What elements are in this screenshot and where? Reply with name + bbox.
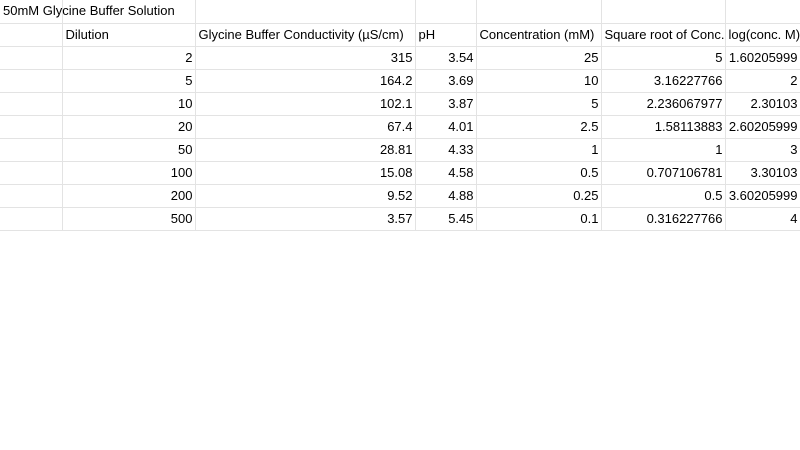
cell-g1[interactable] <box>725 0 800 24</box>
cell-c1[interactable] <box>195 0 416 24</box>
cell-dilution[interactable]: 500 <box>62 207 196 231</box>
cell-conductivity[interactable]: 67.4 <box>195 115 416 139</box>
header-cell-conductivity[interactable]: Glycine Buffer Conductivity (µS/cm) <box>195 23 416 47</box>
cell-a[interactable] <box>0 46 63 70</box>
cell-concentration[interactable]: 0.25 <box>476 184 602 208</box>
cell-dilution[interactable]: 5 <box>62 69 196 93</box>
table-row: 20 67.4 4.01 2.5 1.58113883 2.60205999 <box>0 115 800 139</box>
cell-conductivity[interactable]: 102.1 <box>195 92 416 116</box>
cell-log-conc[interactable]: 3.60205999 <box>725 184 800 208</box>
cell-sqrt-conc[interactable]: 0.707106781 <box>601 161 726 185</box>
header-cell-ph[interactable]: pH <box>415 23 477 47</box>
header-cell-a[interactable] <box>0 23 63 47</box>
cell-conductivity[interactable]: 315 <box>195 46 416 70</box>
cell-b1[interactable] <box>62 0 196 24</box>
header-cell-log-conc[interactable]: log(conc. M) <box>725 23 800 47</box>
sheet-title: 50mM Glycine Buffer Solution <box>3 3 175 18</box>
cell-dilution[interactable]: 20 <box>62 115 196 139</box>
cell-f1[interactable] <box>601 0 726 24</box>
cell-concentration[interactable]: 5 <box>476 92 602 116</box>
cell-conductivity[interactable]: 164.2 <box>195 69 416 93</box>
cell-sqrt-conc[interactable]: 0.5 <box>601 184 726 208</box>
cell-log-conc[interactable]: 3 <box>725 138 800 162</box>
cell-sqrt-conc[interactable]: 0.316227766 <box>601 207 726 231</box>
cell-concentration[interactable]: 2.5 <box>476 115 602 139</box>
cell-sqrt-conc[interactable]: 5 <box>601 46 726 70</box>
table-row: 500 3.57 5.45 0.1 0.316227766 4 <box>0 207 800 231</box>
header-cell-dilution[interactable]: Dilution <box>62 23 196 47</box>
title-row: 50mM Glycine Buffer Solution <box>0 0 800 24</box>
cell-log-conc[interactable]: 2.30103 <box>725 92 800 116</box>
data-table: 50mM Glycine Buffer Solution Dilution Gl… <box>0 0 800 231</box>
cell-sqrt-conc[interactable]: 2.236067977 <box>601 92 726 116</box>
cell-a[interactable] <box>0 161 63 185</box>
cell-dilution[interactable]: 200 <box>62 184 196 208</box>
cell-log-conc[interactable]: 4 <box>725 207 800 231</box>
cell-a[interactable] <box>0 92 63 116</box>
cell-ph[interactable]: 4.58 <box>415 161 477 185</box>
header-row: Dilution Glycine Buffer Conductivity (µS… <box>0 23 800 47</box>
cell-a[interactable] <box>0 207 63 231</box>
table-row: 100 15.08 4.58 0.5 0.707106781 3.30103 <box>0 161 800 185</box>
cell-ph[interactable]: 5.45 <box>415 207 477 231</box>
cell-ph[interactable]: 4.33 <box>415 138 477 162</box>
table-row: 200 9.52 4.88 0.25 0.5 3.60205999 <box>0 184 800 208</box>
cell-concentration[interactable]: 25 <box>476 46 602 70</box>
cell-a[interactable] <box>0 138 63 162</box>
cell-dilution[interactable]: 50 <box>62 138 196 162</box>
cell-conductivity[interactable]: 9.52 <box>195 184 416 208</box>
cell-a[interactable] <box>0 184 63 208</box>
cell-conductivity[interactable]: 3.57 <box>195 207 416 231</box>
cell-concentration[interactable]: 1 <box>476 138 602 162</box>
cell-e1[interactable] <box>476 0 602 24</box>
table-row: 10 102.1 3.87 5 2.236067977 2.30103 <box>0 92 800 116</box>
cell-ph[interactable]: 3.69 <box>415 69 477 93</box>
header-cell-sqrt-conc[interactable]: Square root of Conc. <box>601 23 726 47</box>
cell-conductivity[interactable]: 28.81 <box>195 138 416 162</box>
cell-ph[interactable]: 3.87 <box>415 92 477 116</box>
table-row: 50 28.81 4.33 1 1 3 <box>0 138 800 162</box>
cell-a[interactable] <box>0 115 63 139</box>
cell-log-conc[interactable]: 1.60205999 <box>725 46 800 70</box>
cell-concentration[interactable]: 0.1 <box>476 207 602 231</box>
cell-a[interactable] <box>0 69 63 93</box>
header-cell-concentration[interactable]: Concentration (mM) <box>476 23 602 47</box>
cell-concentration[interactable]: 0.5 <box>476 161 602 185</box>
cell-log-conc[interactable]: 3.30103 <box>725 161 800 185</box>
cell-dilution[interactable]: 100 <box>62 161 196 185</box>
cell-concentration[interactable]: 10 <box>476 69 602 93</box>
cell-dilution[interactable]: 10 <box>62 92 196 116</box>
cell-sqrt-conc[interactable]: 1 <box>601 138 726 162</box>
table-row: 5 164.2 3.69 10 3.16227766 2 <box>0 69 800 93</box>
cell-ph[interactable]: 4.88 <box>415 184 477 208</box>
table-row: 2 315 3.54 25 5 1.60205999 <box>0 46 800 70</box>
cell-ph[interactable]: 4.01 <box>415 115 477 139</box>
cell-sqrt-conc[interactable]: 3.16227766 <box>601 69 726 93</box>
cell-a1[interactable]: 50mM Glycine Buffer Solution <box>0 0 175 24</box>
data-rows: 2 315 3.54 25 5 1.60205999 5 164.2 3.69 10 3.16227… <box>0 46 800 231</box>
cell-d1[interactable] <box>415 0 477 24</box>
cell-sqrt-conc[interactable]: 1.58113883 <box>601 115 726 139</box>
cell-dilution[interactable]: 2 <box>62 46 196 70</box>
cell-log-conc[interactable]: 2.60205999 <box>725 115 800 139</box>
cell-log-conc[interactable]: 2 <box>725 69 800 93</box>
cell-conductivity[interactable]: 15.08 <box>195 161 416 185</box>
cell-ph[interactable]: 3.54 <box>415 46 477 70</box>
